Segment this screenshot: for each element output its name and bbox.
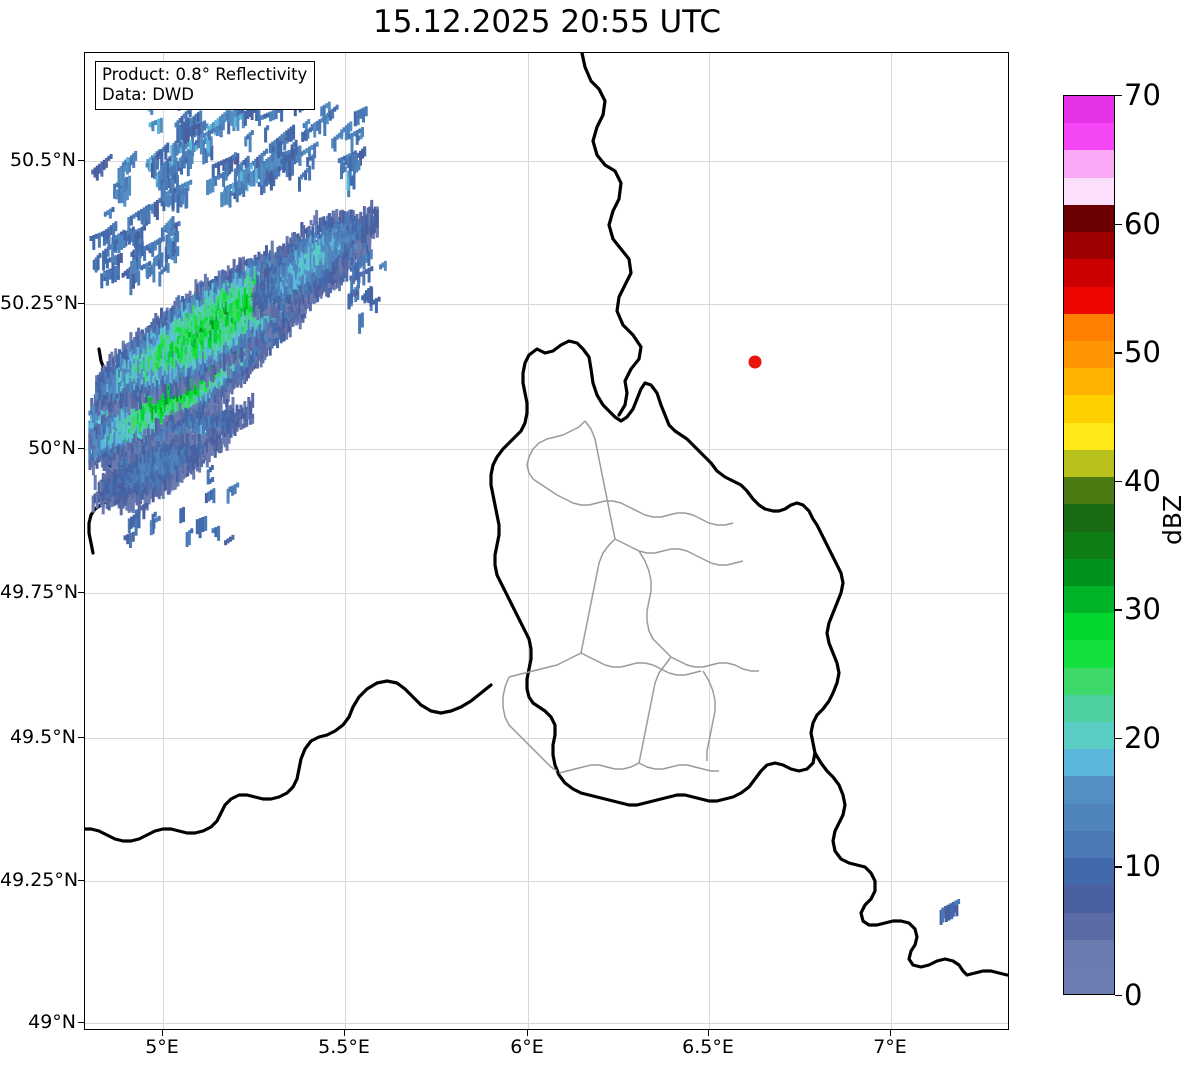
product-info-line1: Product: 0.8° Reflectivity xyxy=(102,65,308,84)
colorbar-tick-mark xyxy=(1115,737,1122,740)
colorbar-tick-mark xyxy=(1115,480,1122,483)
x-axis-tick-label: 5.5°E xyxy=(318,1036,370,1058)
canton-borders xyxy=(502,420,759,774)
y-axis-tick-label: 49.5°N xyxy=(9,726,76,748)
colorbar-tick-mark xyxy=(1115,223,1122,225)
colorbar-tick-label: 30 xyxy=(1124,592,1161,627)
gridline-horizontal xyxy=(85,304,1008,305)
colorbar-tick-mark xyxy=(1115,352,1122,354)
x-axis-tick-mark xyxy=(890,1030,891,1036)
x-axis-tick-mark xyxy=(527,1030,528,1036)
colorbar-band xyxy=(1064,232,1114,260)
gridline-vertical xyxy=(891,53,892,1029)
product-info-box: Product: 0.8° Reflectivity Data: DWD xyxy=(95,61,316,110)
colorbar-band xyxy=(1064,123,1114,151)
gridline-horizontal xyxy=(85,161,1008,162)
colorbar-band xyxy=(1064,504,1114,532)
colorbar-tick-label: 50 xyxy=(1124,335,1161,370)
colorbar-band xyxy=(1064,259,1114,287)
colorbar-band xyxy=(1064,96,1114,124)
colorbar-band xyxy=(1064,313,1114,341)
gridline-vertical xyxy=(345,53,346,1029)
y-axis-tick-mark xyxy=(78,737,84,738)
colorbar-tick-mark xyxy=(1115,995,1122,997)
radar-echo-layer xyxy=(88,85,961,925)
national-borders xyxy=(85,53,1008,977)
colorbar-band xyxy=(1064,830,1114,859)
x-axis-tick-mark xyxy=(344,1030,345,1036)
x-axis-tick-label: 6.5°E xyxy=(682,1036,734,1058)
colorbar-band xyxy=(1064,286,1114,314)
colorbar-tick-mark xyxy=(1115,609,1122,611)
gridline-horizontal xyxy=(85,449,1008,450)
colorbar-band xyxy=(1064,803,1114,831)
y-axis-tick-label: 50.25°N xyxy=(0,292,79,314)
colorbar-band xyxy=(1064,177,1114,205)
x-axis-tick-mark xyxy=(162,1030,163,1036)
colorbar-band xyxy=(1064,776,1114,804)
y-axis-tick-mark xyxy=(78,1022,84,1023)
gridline-horizontal xyxy=(85,881,1008,882)
colorbar-tick-label: 60 xyxy=(1124,206,1161,241)
y-axis-tick-label: 50°N xyxy=(28,437,76,459)
colorbar-band xyxy=(1064,613,1114,641)
gridline-vertical xyxy=(528,53,529,1029)
colorbar-tick-label: 0 xyxy=(1124,978,1143,1012)
colorbar-band xyxy=(1064,368,1114,396)
colorbar-band xyxy=(1064,340,1114,369)
radar-site-marker[interactable] xyxy=(748,355,762,369)
geography-layer xyxy=(85,53,1008,977)
gridline-vertical xyxy=(709,53,710,1029)
y-axis-tick-mark xyxy=(78,303,84,304)
y-axis-tick-mark xyxy=(78,160,84,161)
colorbar-band xyxy=(1064,722,1114,750)
colorbar-band xyxy=(1064,667,1114,695)
gridline-horizontal xyxy=(85,1023,1008,1024)
gridline-horizontal xyxy=(85,738,1008,739)
colorbar-band xyxy=(1064,422,1114,450)
colorbar-band xyxy=(1064,204,1114,233)
colorbar-band xyxy=(1064,558,1114,586)
colorbar-tick-label: 40 xyxy=(1124,463,1161,498)
y-axis-tick-mark xyxy=(78,880,84,881)
colorbar-band xyxy=(1064,967,1114,995)
colorbar-tick-label: 10 xyxy=(1124,849,1161,884)
colorbar-tick-mark xyxy=(1115,866,1122,868)
colorbar-tick-label: 20 xyxy=(1124,720,1161,755)
colorbar-band xyxy=(1064,912,1114,940)
colorbar-tick-mark xyxy=(1115,95,1122,97)
y-axis-tick-label: 49°N xyxy=(28,1011,76,1033)
map-canvas: Product: 0.8° Reflectivity Data: DWD xyxy=(85,53,1008,1029)
y-axis-tick-label: 49.75°N xyxy=(0,581,79,603)
colorbar-band xyxy=(1064,694,1114,723)
colorbar-band xyxy=(1064,531,1114,559)
product-info-line2: Data: DWD xyxy=(102,85,194,104)
colorbar-band xyxy=(1064,885,1114,913)
colorbar-band xyxy=(1064,150,1114,178)
y-axis-tick-mark xyxy=(78,592,84,593)
colorbar-band xyxy=(1064,939,1114,967)
x-axis-tick-label: 5°E xyxy=(145,1036,179,1058)
y-axis-tick-mark xyxy=(78,448,84,449)
map-axes[interactable]: Product: 0.8° Reflectivity Data: DWD xyxy=(84,52,1009,1030)
y-axis-tick-label: 49.25°N xyxy=(0,869,79,891)
colorbar-band xyxy=(1064,395,1114,423)
page-title: 15.12.2025 20:55 UTC xyxy=(373,4,721,40)
colorbar-band xyxy=(1064,858,1114,886)
colorbar-band xyxy=(1064,749,1114,777)
gridline-vertical xyxy=(163,53,164,1029)
gridline-horizontal xyxy=(85,593,1008,594)
colorbar-band xyxy=(1064,585,1114,614)
x-axis-tick-mark xyxy=(708,1030,709,1036)
colorbar-band xyxy=(1064,449,1114,478)
x-axis-tick-label: 7°E xyxy=(873,1036,907,1058)
y-axis-tick-label: 50.5°N xyxy=(9,149,76,171)
colorbar-tick-label: 70 xyxy=(1124,78,1161,112)
x-axis-tick-label: 6°E xyxy=(510,1036,544,1058)
colorbar-band xyxy=(1064,640,1114,668)
colorbar xyxy=(1063,95,1115,995)
colorbar-band xyxy=(1064,477,1114,505)
colorbar-label: dBZ xyxy=(1158,494,1187,545)
